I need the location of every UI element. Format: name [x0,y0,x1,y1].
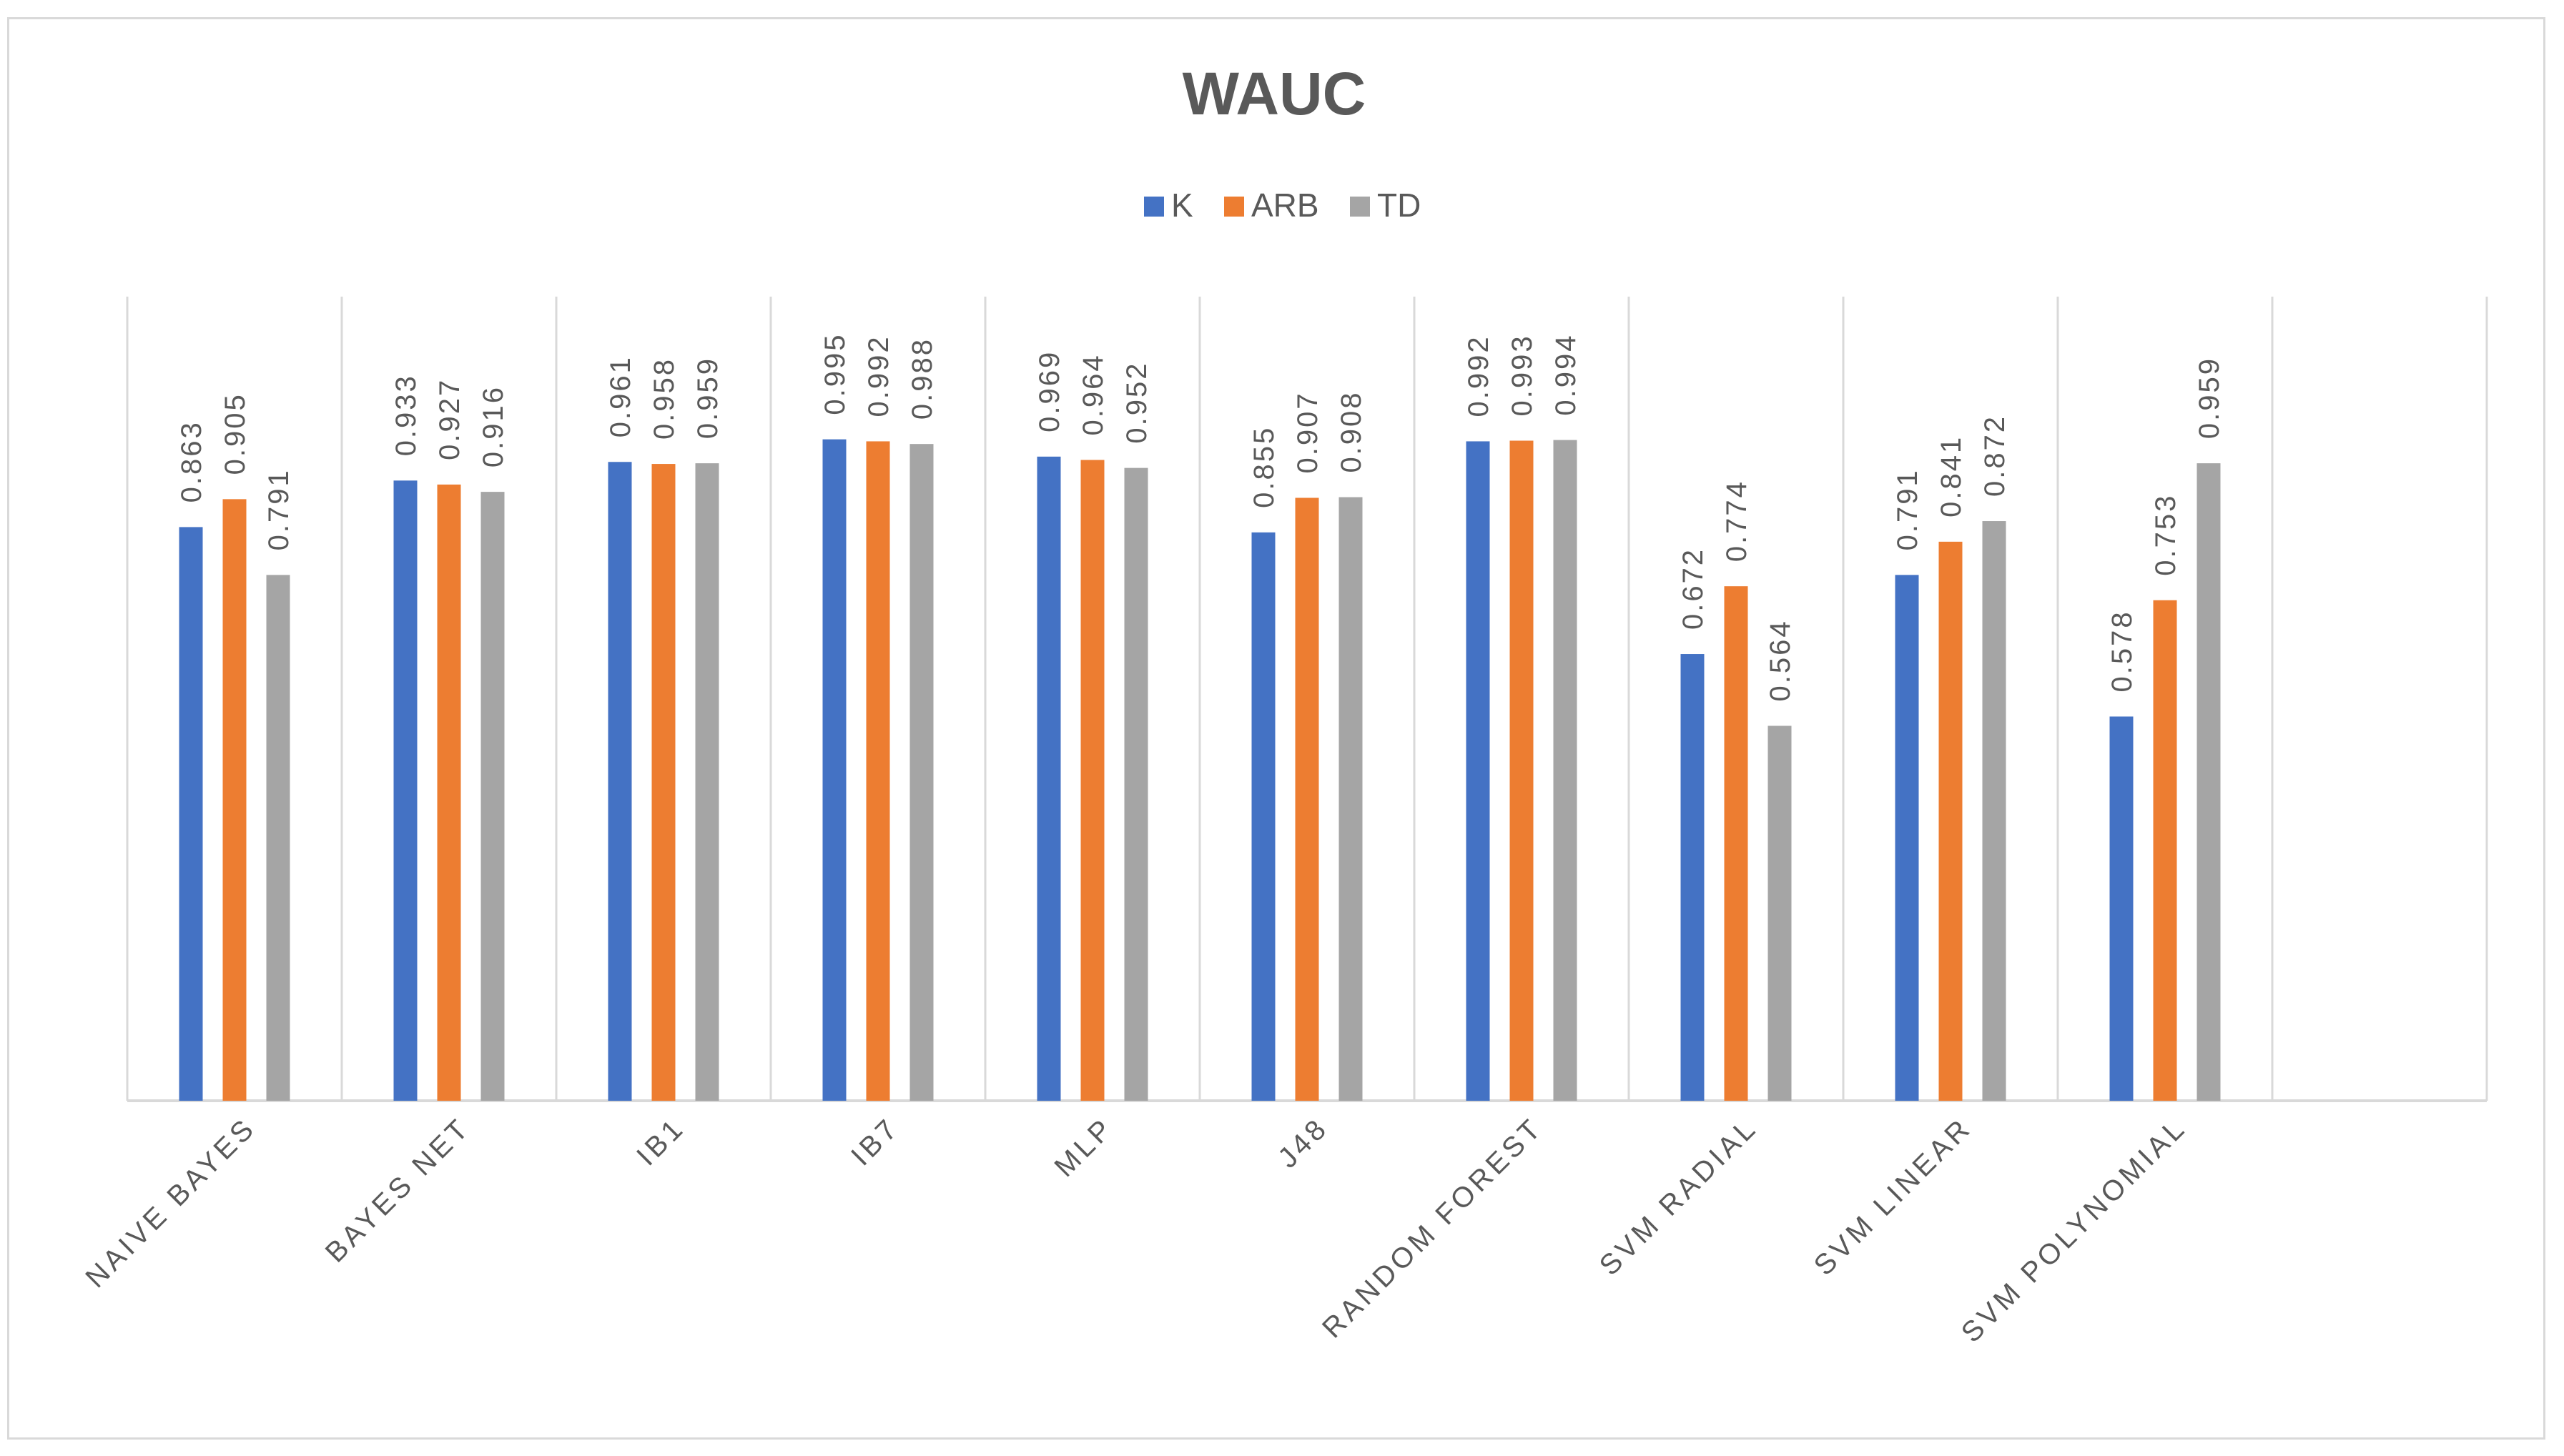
bar-k [2109,716,2134,1101]
data-label: 0.863 [176,420,207,502]
bar-td [1338,497,1363,1101]
legend-label-td: TD [1377,187,1421,224]
bar-td [695,463,719,1101]
bar-arb [1509,440,1534,1101]
data-label: 0.672 [1677,548,1709,630]
bar-td [1767,725,1792,1101]
data-label: 0.564 [1765,619,1796,701]
data-label: 0.855 [1248,426,1280,508]
category-label: SVM POLYNOMIAL [1956,1111,2193,1349]
category-label: IB7 [845,1111,905,1172]
category-label: BAYES NET [320,1111,477,1269]
data-label: 0.774 [1721,480,1752,562]
data-label: 0.993 [1507,334,1538,416]
bar-k [1680,654,1705,1101]
data-label: 0.959 [2194,357,2225,439]
legend-label-arb: ARB [1251,187,1319,224]
data-label: 0.872 [1979,415,2011,497]
bar-k [1466,441,1490,1101]
bar-k [822,439,847,1101]
legend-swatch-td [1350,197,1370,217]
bar-arb [651,464,676,1101]
bar-k [1251,532,1276,1101]
data-label: 0.927 [434,378,465,460]
data-label: 0.908 [1336,390,1367,472]
data-label: 0.958 [649,357,680,440]
data-label: 0.988 [907,337,938,420]
bar-td [2196,463,2221,1101]
legend-label-k: K [1171,187,1193,224]
category-label: NAIVE BAYES [79,1111,262,1294]
data-label: 0.753 [2150,494,2181,576]
legend-swatch-k [1144,197,1164,217]
category-grid [126,297,2488,1102]
data-label: 0.994 [1550,333,1582,415]
category-label: RANDOM FOREST [1316,1111,1549,1344]
data-label: 0.791 [1892,468,1923,550]
bar-arb [222,499,247,1101]
bar-arb [866,441,890,1101]
bar-td [1982,521,2006,1101]
data-label: 0.791 [263,468,295,550]
bar-k [393,480,418,1101]
bar-k [179,527,203,1101]
data-label: 0.905 [220,392,251,475]
bar-td [266,575,290,1101]
data-label: 0.969 [1034,350,1065,432]
bar-arb [1080,460,1105,1101]
bar-k [1895,575,1919,1101]
category-label: MLP [1048,1111,1120,1183]
bar-td [909,444,934,1101]
data-label: 0.916 [478,385,509,467]
bars-group [179,439,2221,1101]
bar-arb [1938,541,1963,1101]
data-labels-group: 0.863 0.905 0.791 0.933 0.927 0.916 0.961 0.958… [176,333,2225,702]
chart-title: WAUC [1183,60,1366,127]
data-label: 0.933 [390,374,422,456]
category-label: SVM LINEAR [1808,1111,1978,1282]
bar-arb [437,484,461,1101]
category-label: J48 [1272,1111,1334,1174]
bar-k [608,462,632,1101]
bar-td [1553,440,1577,1101]
data-label: 0.841 [1936,435,1967,517]
category-label: SVM RADIAL [1594,1111,1764,1282]
legend-swatch-arb [1224,197,1244,217]
data-label: 0.959 [692,357,724,439]
data-label: 0.952 [1121,362,1153,444]
data-label: 0.964 [1078,353,1109,435]
bar-arb [1295,497,1319,1101]
chart-legend: K ARB TD [1144,187,1421,224]
bar-k [1037,456,1061,1101]
data-label: 0.578 [2106,610,2138,692]
data-label: 0.992 [1463,335,1494,417]
data-label: 0.995 [819,333,851,415]
data-label: 0.907 [1292,391,1323,473]
bar-td [1124,467,1148,1101]
category-label: IB1 [631,1111,691,1172]
bar-arb [1724,586,1748,1101]
bar-td [480,492,505,1101]
data-label: 0.961 [605,355,636,437]
data-label: 0.992 [863,335,894,417]
bar-arb [2153,600,2177,1101]
